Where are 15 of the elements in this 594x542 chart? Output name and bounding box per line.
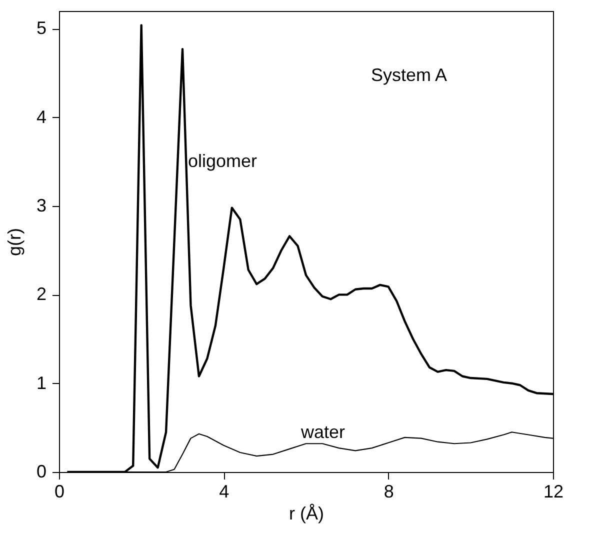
y-tick-label: 0 [36,462,46,482]
y-tick-label: 1 [36,372,46,393]
y-axis-title: g(r) [4,228,24,256]
x-tick-label: 0 [54,482,65,502]
series-label: water [300,422,346,442]
x-tick-label: 4 [219,482,230,502]
y-tick-label: 5 [36,18,46,38]
x-tick-label: 12 [543,482,564,502]
y-tick-label: 2 [36,284,46,304]
y-tick-label: 4 [36,106,46,127]
x-axis-title: r (Å) [289,504,324,524]
y-tick-label: 3 [36,196,46,216]
x-tick-label: 8 [384,482,394,502]
annotation: System A [371,65,448,85]
series-label: oligomer [188,151,258,171]
